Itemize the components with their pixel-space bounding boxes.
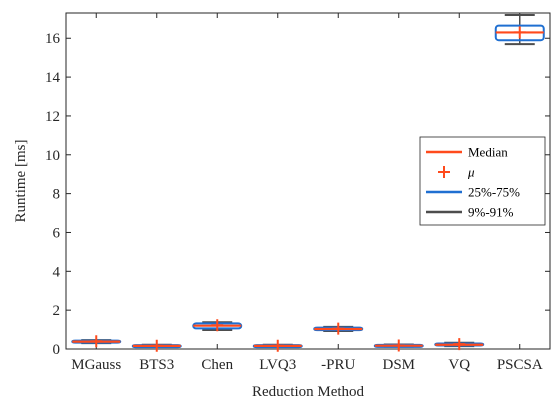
y-tick-label: 6 xyxy=(53,225,61,241)
box-PSCSA xyxy=(494,13,545,46)
legend-label: Median xyxy=(468,145,508,160)
x-axis-title: Reduction Method xyxy=(252,384,365,400)
y-tick-label: 0 xyxy=(53,342,61,358)
mean-marker xyxy=(90,335,103,348)
box--PRU xyxy=(313,322,364,335)
box-MGauss xyxy=(71,335,122,348)
legend-label: μ xyxy=(467,165,475,180)
box-BTS3 xyxy=(131,339,182,352)
mean-marker xyxy=(332,322,345,335)
legend-label: 9%-91% xyxy=(468,205,514,220)
x-tick-label: MGauss xyxy=(71,357,121,373)
x-tick-label: DSM xyxy=(382,357,415,373)
x-tick-label: PSCSA xyxy=(497,357,543,373)
x-tick-label: LVQ3 xyxy=(259,357,296,373)
mean-marker xyxy=(513,26,526,39)
box-Chen xyxy=(192,319,243,332)
x-tick-label: BTS3 xyxy=(139,357,174,373)
y-tick-label: 8 xyxy=(53,187,61,203)
mean-marker xyxy=(150,339,163,352)
y-tick-label: 2 xyxy=(53,303,61,319)
boxes-layer xyxy=(71,13,545,352)
y-axis-title: Runtime [ms] xyxy=(13,140,29,223)
box-DSM xyxy=(373,339,424,352)
y-axis-ticks: 0 2 4 6 8 10 12 14 16 xyxy=(45,31,550,358)
legend-swatch-mean xyxy=(438,166,450,178)
box-VQ xyxy=(434,338,485,351)
mean-marker xyxy=(271,339,284,352)
legend: Median μ 25%-75% 9%-91% xyxy=(419,136,546,226)
y-tick-label: 4 xyxy=(53,264,61,280)
mean-marker xyxy=(392,339,405,352)
x-tick-label: -PRU xyxy=(321,357,355,373)
mean-marker xyxy=(211,319,224,332)
y-tick-label: 10 xyxy=(45,148,60,164)
y-tick-label: 12 xyxy=(45,109,60,125)
legend-label: 25%-75% xyxy=(468,185,520,200)
y-tick-label: 16 xyxy=(45,31,61,47)
x-tick-label: VQ xyxy=(448,357,470,373)
x-axis-ticks: MGauss BTS3 Chen LVQ3 -PRU DSM VQ PSCSA xyxy=(71,13,543,373)
y-tick-label: 14 xyxy=(45,70,61,86)
box-LVQ3 xyxy=(252,339,303,352)
mean-marker xyxy=(453,338,466,351)
x-tick-label: Chen xyxy=(201,357,233,373)
